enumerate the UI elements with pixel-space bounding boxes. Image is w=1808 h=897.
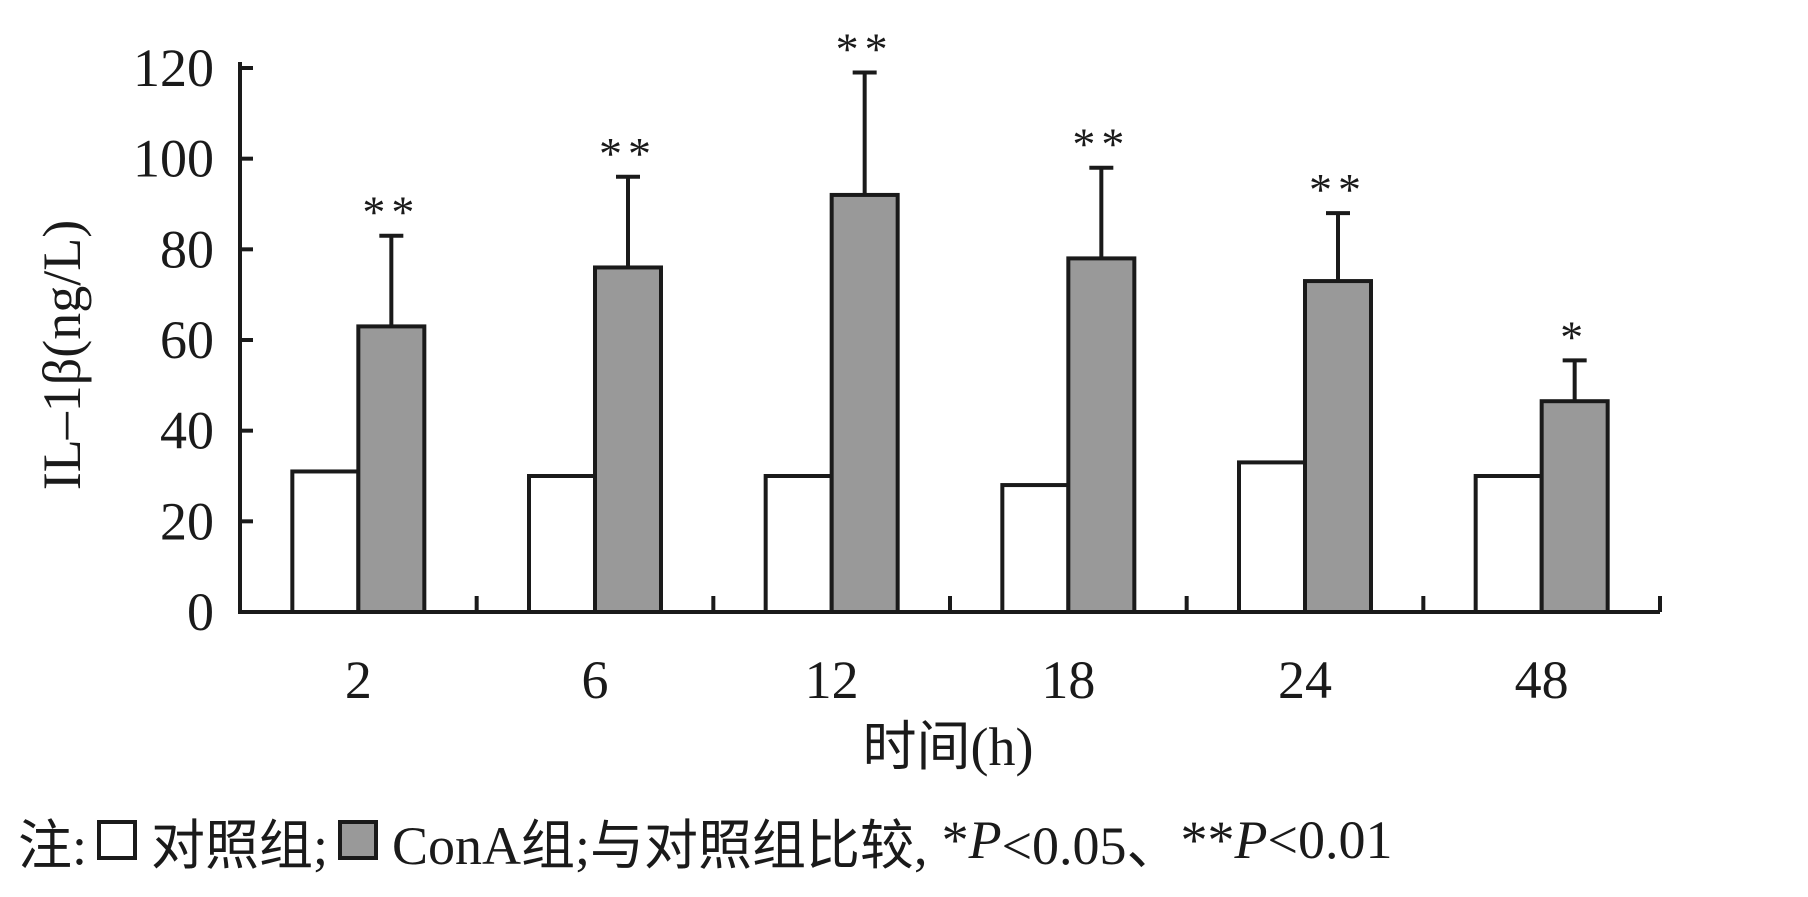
significance-mark: ** <box>1309 164 1367 215</box>
legend-swatch-control <box>97 820 138 860</box>
legend-swatch-cona <box>338 820 379 860</box>
bar-cona <box>356 324 427 614</box>
sig1-threshold: <0.05、 <box>1001 815 1181 876</box>
bar-cona <box>593 265 663 614</box>
bar-control <box>290 469 361 615</box>
significance-mark: ** <box>362 187 420 238</box>
bar-chart: 0 20 40 60 80 100 120 ** 2 ** 6 ** 12 ** 18 ** 24 * 48 IL–… <box>32 24 1662 777</box>
bar-control <box>763 474 834 614</box>
y-tick-label: 60 <box>160 310 214 370</box>
axes <box>238 62 1662 614</box>
y-tick-label: 40 <box>160 401 214 461</box>
sig2-threshold: <0.01 <box>1267 810 1393 870</box>
significance-mark: ** <box>599 128 657 179</box>
x-axis-label: 时间(h) <box>863 717 1034 777</box>
y-tick-label: 100 <box>133 129 214 189</box>
x-tick-label: 12 <box>805 650 859 710</box>
significance-mark: * <box>1560 311 1589 362</box>
bar-cona <box>829 192 900 615</box>
y-tick-label: 20 <box>160 491 214 551</box>
x-tick-label: 24 <box>1278 650 1332 710</box>
sig2-star: ** <box>1180 810 1235 870</box>
bar-cona <box>1539 399 1610 615</box>
y-tick-label: 0 <box>187 582 214 642</box>
x-tick-label: 48 <box>1515 650 1569 710</box>
significance-mark: ** <box>836 24 894 75</box>
bar-control <box>1237 460 1307 614</box>
x-tick-label: 2 <box>345 650 372 710</box>
bar-control <box>1000 483 1071 615</box>
x-tick-label: 6 <box>582 650 609 710</box>
significance-mark: ** <box>1072 119 1130 170</box>
y-tick-label: 120 <box>133 38 214 98</box>
bar-cona <box>1066 256 1137 614</box>
sig1-star: * <box>941 810 969 870</box>
labels: 0 20 40 60 80 100 120 ** 2 ** 6 ** 12 ** 18 ** 24 * 48 <box>133 24 1589 710</box>
bar-control <box>527 474 597 614</box>
y-axis-label: IL–1β(ng/L) <box>32 220 92 490</box>
legend-label-control: 对照组; <box>151 815 329 876</box>
sig2-p: P <box>1234 810 1268 870</box>
note-prefix: 注: <box>18 815 88 876</box>
x-tick-label: 18 <box>1041 650 1095 710</box>
bar-control <box>1473 474 1544 614</box>
legend-label-cona: ConA组;与对照组比较, <box>392 815 928 876</box>
figure-note: 注: 对照组; ConA组;与对照组比较, * P <0.05、 ** P <0… <box>18 800 1393 880</box>
bars <box>290 70 1610 615</box>
sig1-p: P <box>968 810 1002 870</box>
bar-cona <box>1303 279 1373 614</box>
y-tick-label: 80 <box>160 219 214 279</box>
